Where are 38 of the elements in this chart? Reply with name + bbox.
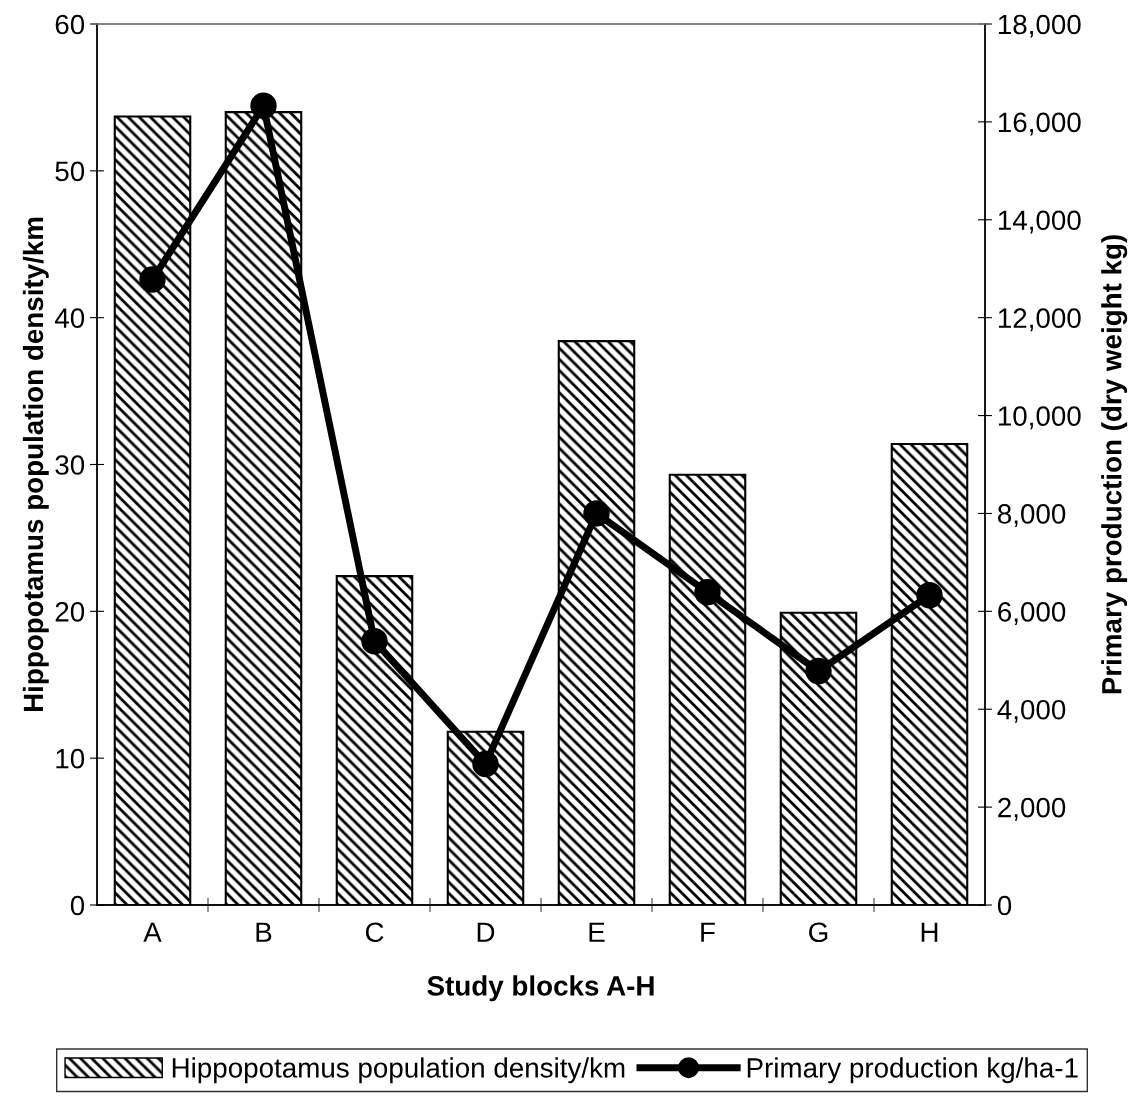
y2-tick-label: 12,000 bbox=[998, 308, 1081, 332]
y-tick-label: 60 bbox=[55, 14, 85, 35]
y2-tick-label: 6,000 bbox=[998, 602, 1066, 625]
y2-tick-label: 18,000 bbox=[998, 14, 1081, 38]
y2-tick-label: 10,000 bbox=[998, 406, 1081, 430]
x-tick-label: F bbox=[701, 922, 715, 942]
y-tick-label: 40 bbox=[54, 308, 85, 329]
y-tick-label: 30 bbox=[55, 455, 85, 475]
y2-tick-label: 0 bbox=[997, 895, 1012, 916]
y2-axis-title: Primary production (dry weight kg) bbox=[1101, 235, 1128, 694]
y2-tick-label: 2,000 bbox=[998, 797, 1066, 821]
point bbox=[583, 500, 610, 527]
y-tick-label: 20 bbox=[55, 602, 85, 622]
y-tick-label: 10 bbox=[56, 748, 85, 769]
point bbox=[250, 92, 277, 119]
y-axis-title: Hippopotamus population density/km bbox=[22, 217, 49, 712]
y2-tick-label: 14,000 bbox=[998, 210, 1081, 234]
x-tick-label: E bbox=[589, 922, 605, 942]
y2-tick-label: 4,000 bbox=[997, 699, 1066, 723]
x-axis-title: Study blocks A-H bbox=[427, 975, 654, 1002]
point bbox=[139, 266, 166, 293]
x-tick-label: B bbox=[256, 922, 272, 942]
x-tick-label: A bbox=[143, 922, 162, 942]
y2-tick-label: 16,000 bbox=[998, 112, 1081, 136]
x-tick-label: C bbox=[365, 922, 384, 943]
y-tick-label: 50 bbox=[55, 161, 85, 182]
x-tick-label: G bbox=[809, 922, 828, 943]
point bbox=[472, 750, 499, 778]
legend-label: Primary production kg/ha-1 bbox=[747, 1057, 1078, 1084]
y2-tick-label: 8,000 bbox=[998, 504, 1066, 528]
point bbox=[805, 657, 832, 685]
point bbox=[916, 581, 943, 609]
x-tick-label: D bbox=[477, 922, 495, 942]
point bbox=[361, 627, 388, 655]
x-tick-label: H bbox=[921, 922, 938, 942]
point bbox=[694, 579, 721, 606]
y-tick-label: 0 bbox=[70, 895, 85, 916]
legend-label: Hippopotamus population density/km bbox=[172, 1057, 625, 1084]
